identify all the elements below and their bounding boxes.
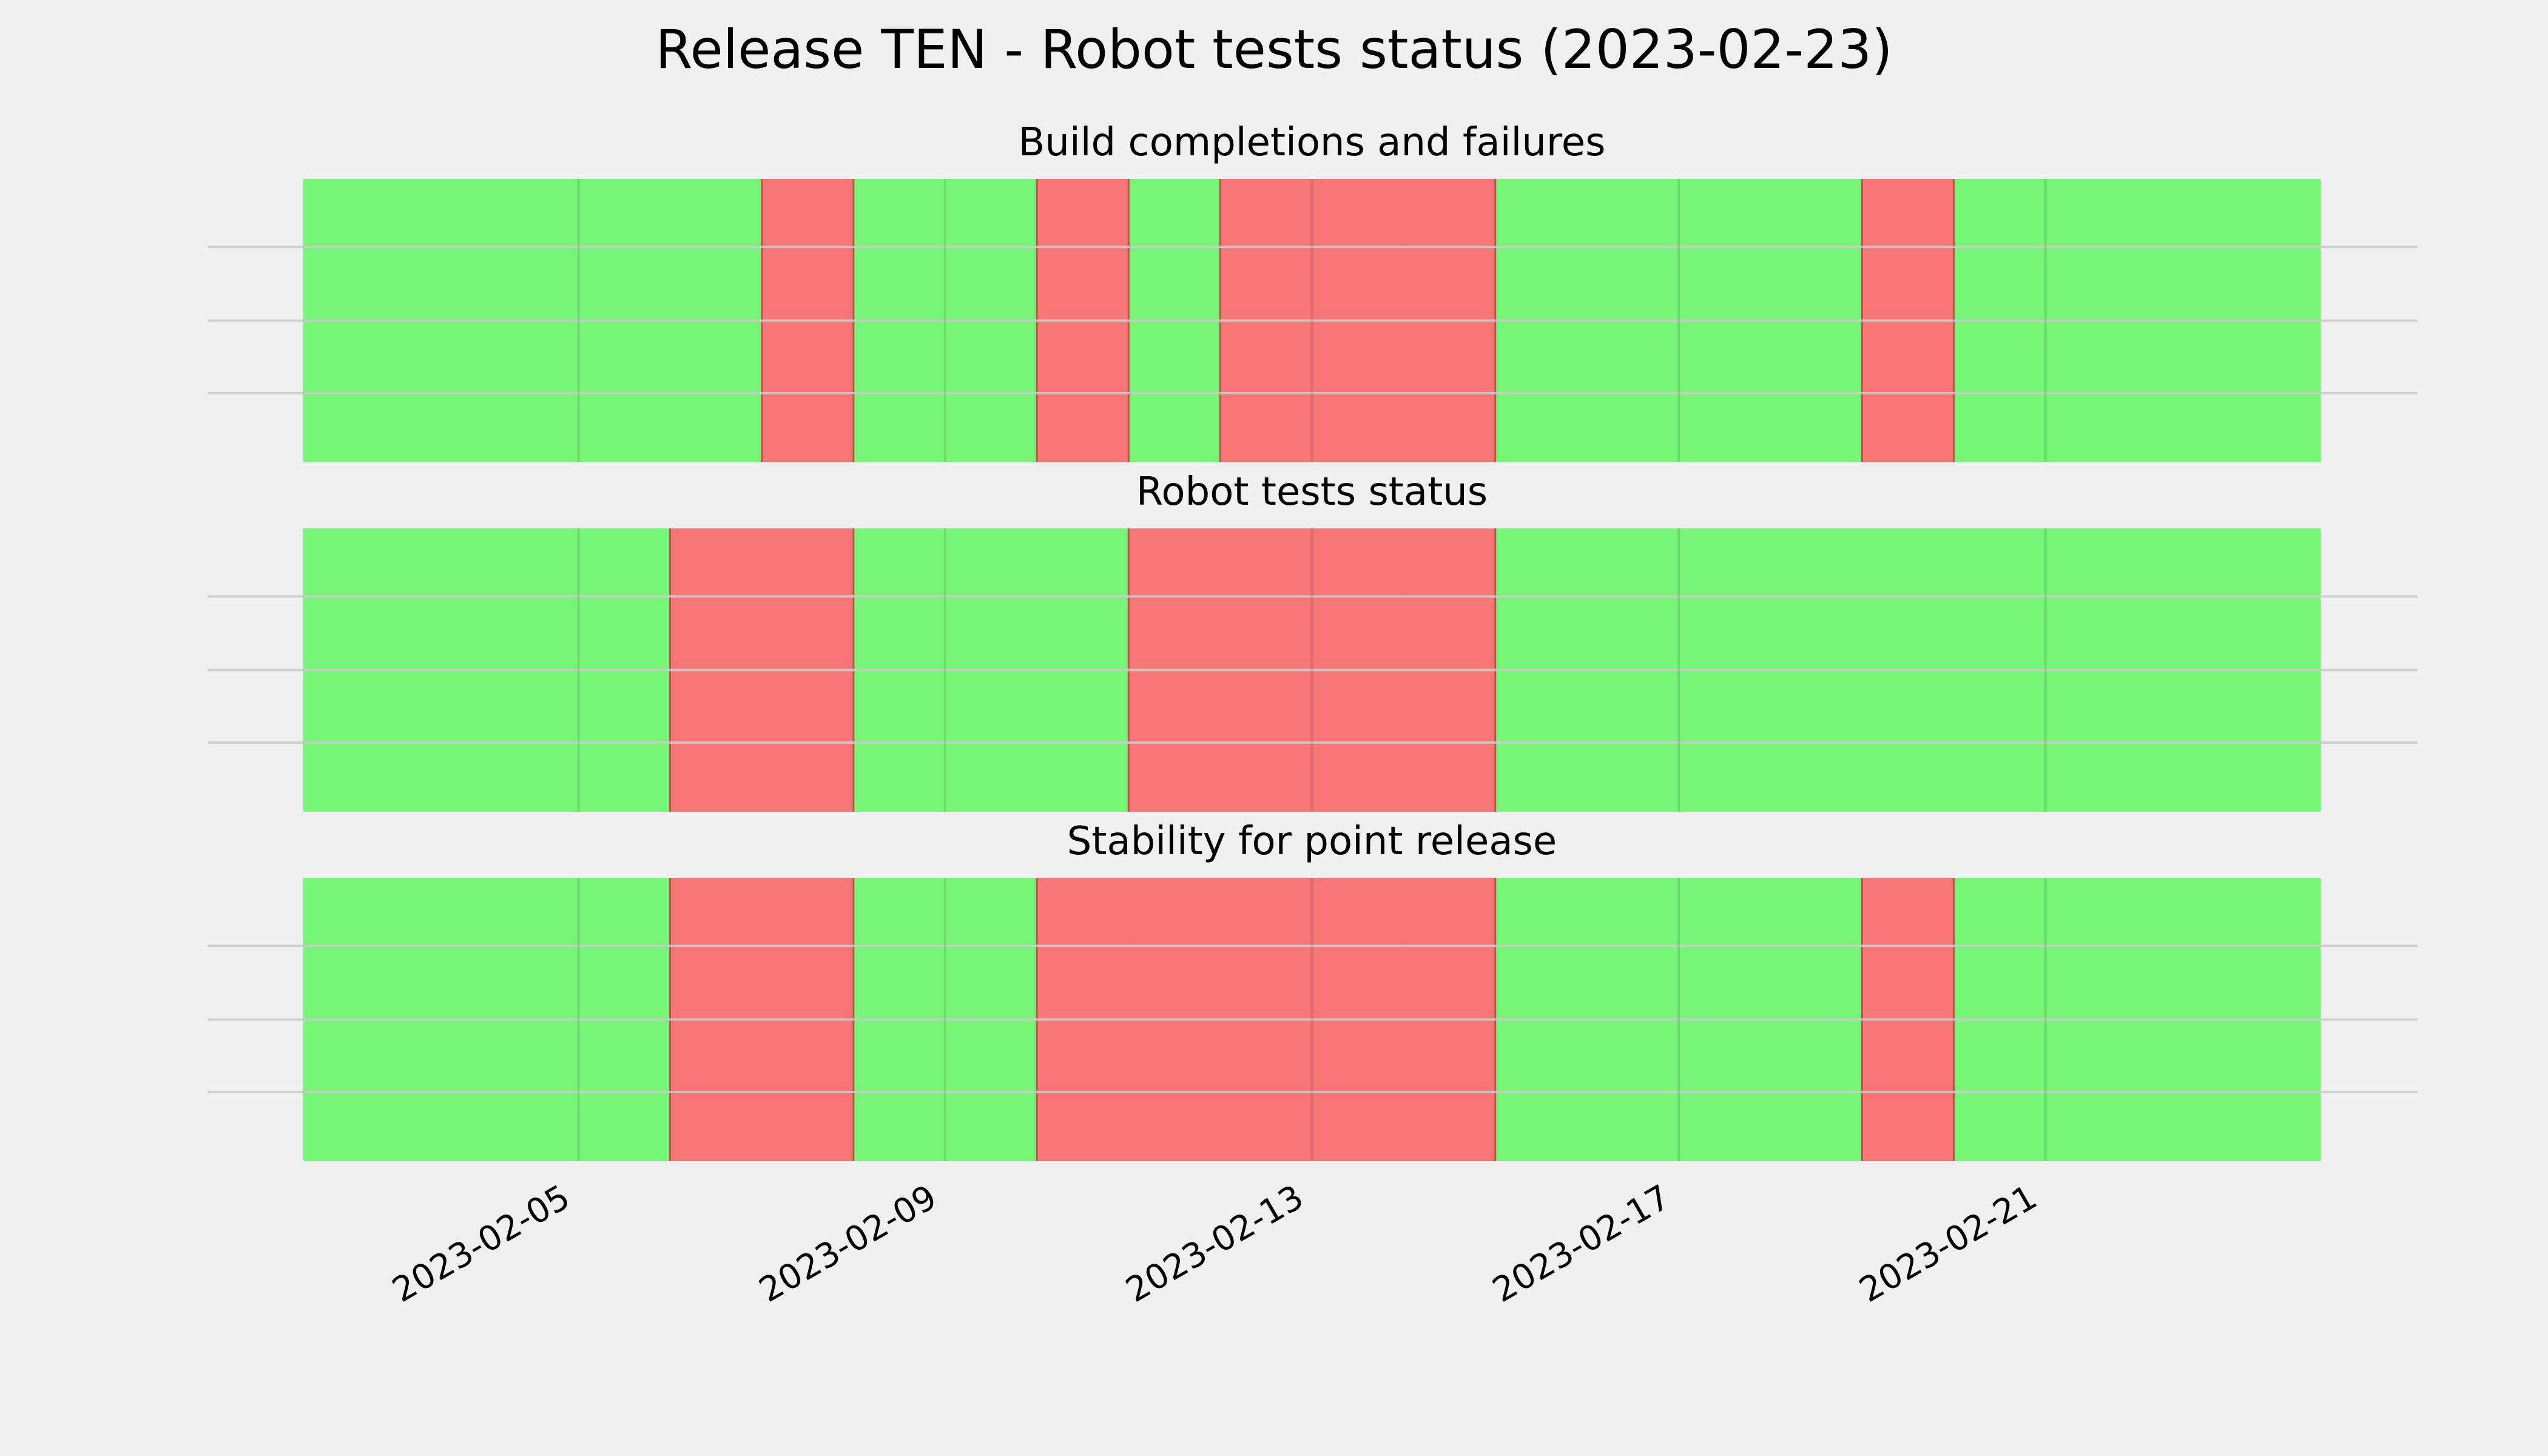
- panel-title: Robot tests status: [1136, 470, 1488, 514]
- panels: Build completions and failures Robot test…: [207, 120, 2418, 1161]
- panel-3: Stability for point release: [207, 819, 2418, 1161]
- panel-1: Build completions and failures: [207, 120, 2418, 462]
- x-tick-label: 2023-02-05: [386, 1178, 576, 1310]
- x-tick-label: 2023-02-09: [753, 1178, 943, 1310]
- panel-title: Build completions and failures: [1019, 120, 1606, 165]
- chart-title: Release TEN - Robot tests status (2023-0…: [655, 18, 1892, 81]
- x-tick-label: 2023-02-17: [1486, 1178, 1677, 1310]
- panel-title: Stability for point release: [1067, 819, 1557, 864]
- x-tick-label: 2023-02-13: [1119, 1178, 1310, 1310]
- x-tick-label: 2023-02-21: [1853, 1178, 2043, 1310]
- x-axis-ticks: 2023-02-05 2023-02-09 2023-02-13 2023-02-17…: [386, 1178, 2044, 1310]
- panel-2: Robot tests status: [207, 470, 2418, 812]
